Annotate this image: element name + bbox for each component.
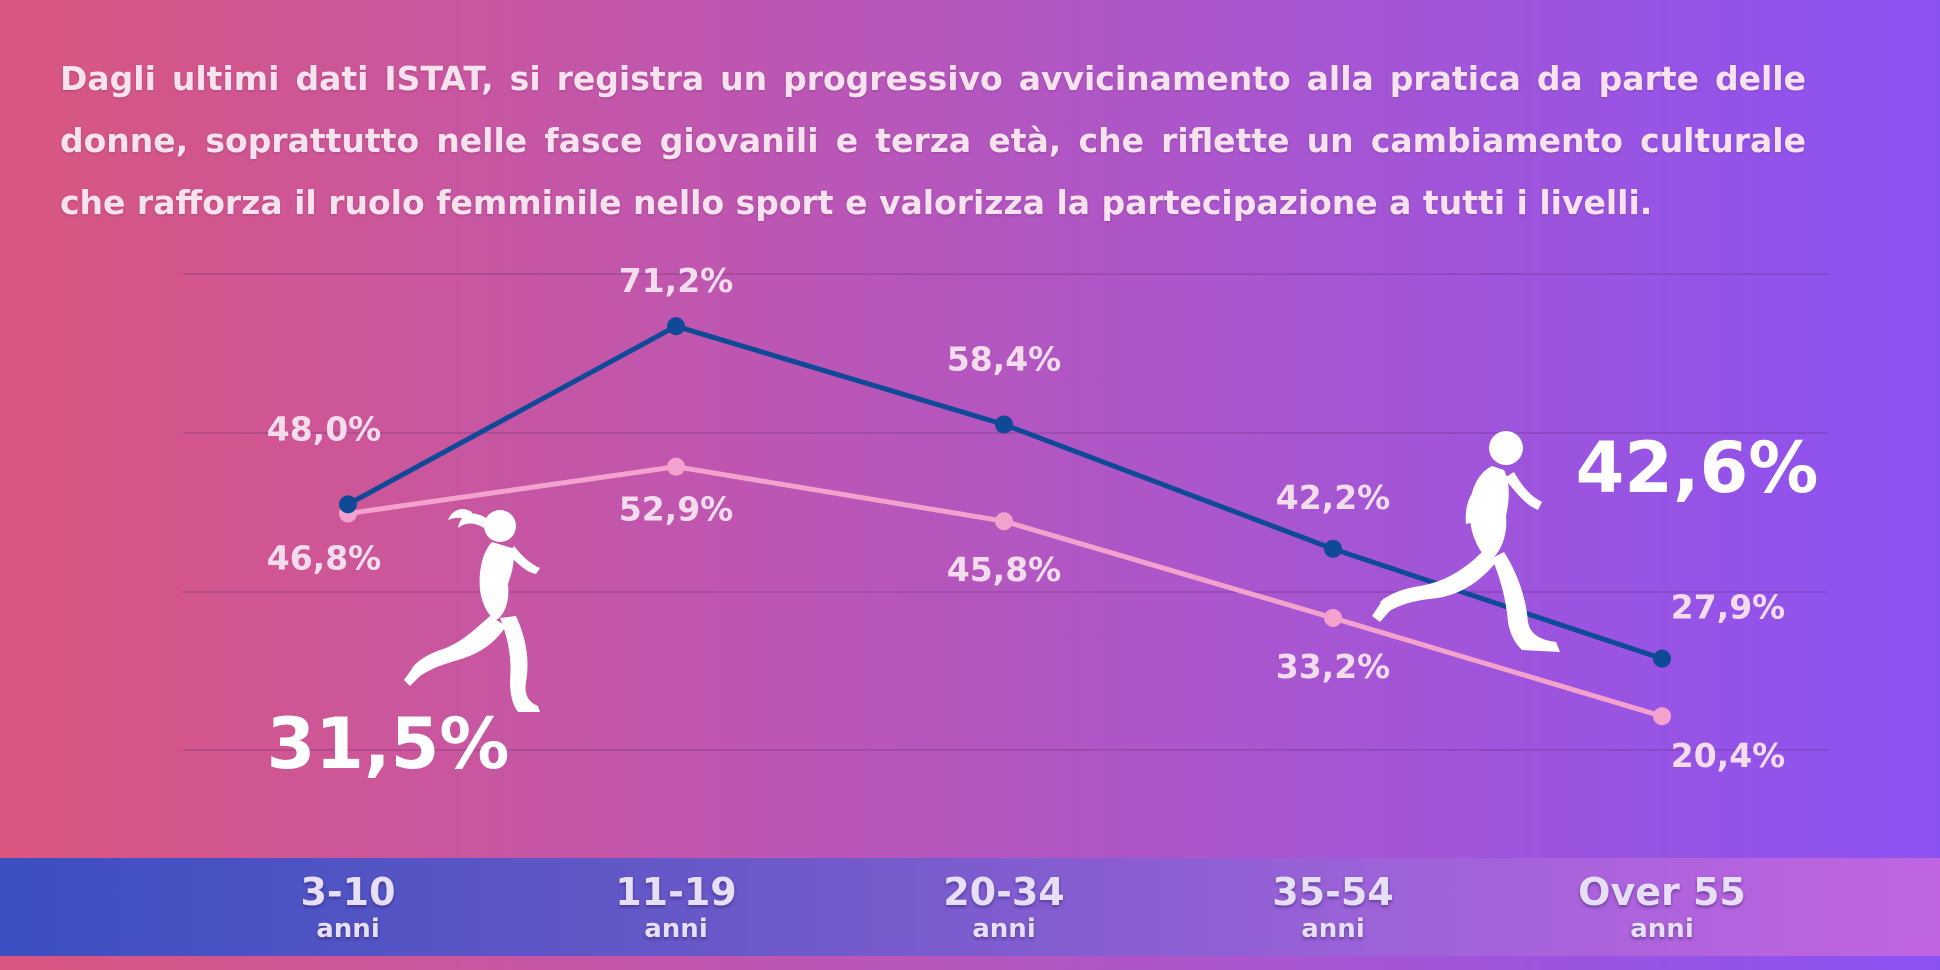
category-20-34: 20-34 anni	[874, 870, 1134, 944]
chart-value-labels: 46,8% 52,9% 45,8% 33,2% 20,4% 48,0% 71,2% 58,4%…	[267, 261, 1786, 775]
category-name: 3-10	[300, 870, 396, 914]
male-data-point	[995, 415, 1013, 434]
category-name: 35-54	[1272, 870, 1394, 914]
female-data-point	[1324, 608, 1342, 627]
category-unit: anni	[316, 914, 380, 944]
male-data-point	[667, 317, 685, 336]
category-name: 11-19	[615, 870, 737, 914]
category-11-19: 11-19 anni	[546, 870, 806, 944]
female-value-label: 45,8%	[947, 550, 1062, 589]
intro-text: Dagli ultimi dati ISTAT, si registra un …	[60, 59, 1806, 222]
female-value-label: 20,4%	[1671, 736, 1786, 775]
category-3-10: 3-10 anni	[218, 870, 478, 944]
male-data-point	[339, 495, 357, 514]
chart-points	[339, 317, 1671, 726]
category-name: Over 55	[1578, 870, 1746, 914]
female-data-point	[1653, 707, 1671, 726]
female-value-label: 52,9%	[619, 490, 734, 529]
category-name: 20-34	[943, 870, 1065, 914]
female-runner-icon	[404, 509, 540, 712]
female-value-label: 46,8%	[267, 539, 382, 578]
male-data-point	[1653, 649, 1671, 668]
male-runner-icon	[1372, 431, 1560, 652]
line-chart: 46,8% 52,9% 45,8% 33,2% 20,4% 48,0% 71,2% 58,4%…	[183, 261, 1828, 785]
category-unit: anni	[972, 914, 1036, 944]
category-35-54: 35-54 anni	[1203, 870, 1463, 944]
male-value-label: 27,9%	[1671, 588, 1786, 627]
category-unit: anni	[644, 914, 708, 944]
male-total-highlight: 42,6%	[1576, 427, 1819, 509]
category-unit: anni	[1301, 914, 1365, 944]
category-over-55: Over 55 anni	[1532, 870, 1792, 944]
category-unit: anni	[1630, 914, 1694, 944]
chart-grid	[183, 273, 1828, 751]
female-data-point	[995, 512, 1013, 531]
male-value-label: 58,4%	[947, 339, 1062, 378]
male-value-label: 42,2%	[1276, 478, 1391, 517]
male-value-label: 48,0%	[267, 409, 382, 448]
female-data-point	[667, 457, 685, 476]
male-data-point	[1324, 539, 1342, 558]
age-group-axis: 3-10 anni 11-19 anni 20-34 anni 35-54 an…	[0, 858, 1940, 956]
female-total-highlight: 31,5%	[267, 703, 510, 785]
female-value-label: 33,2%	[1276, 647, 1391, 686]
male-value-label: 71,2%	[619, 261, 734, 300]
